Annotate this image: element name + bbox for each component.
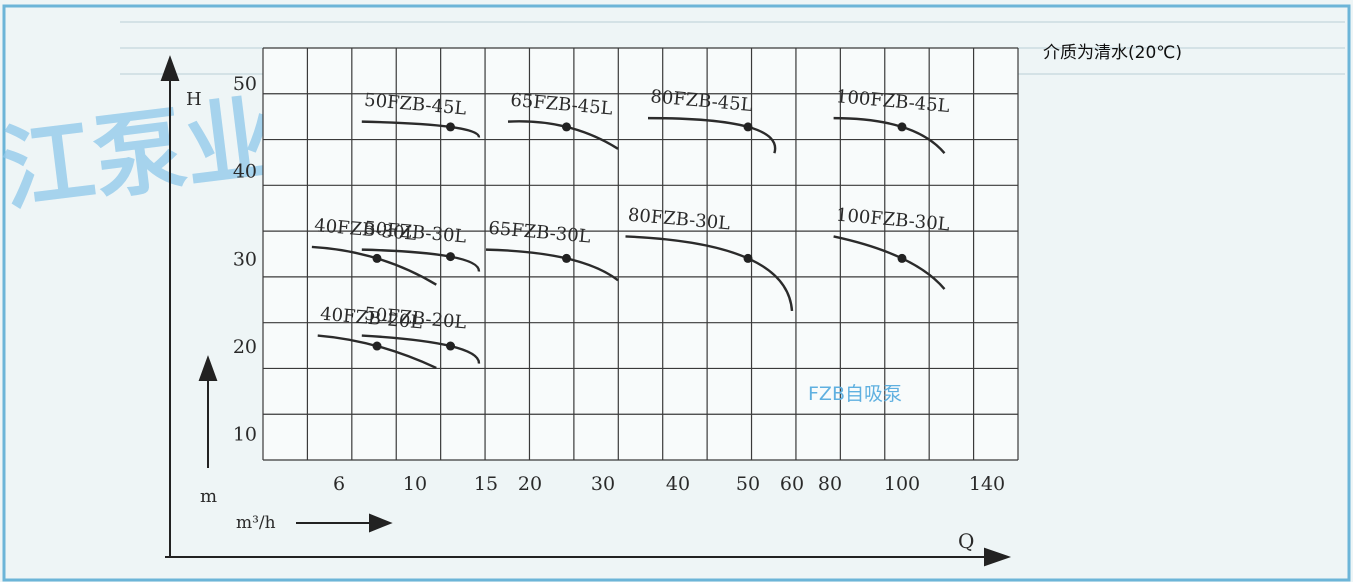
x-tick-label: 40 xyxy=(666,473,690,495)
x-tick-label: 6 xyxy=(333,473,345,495)
rated-point-100FZB-45L xyxy=(897,122,907,132)
y-tick-label: 50 xyxy=(233,73,257,95)
page-frame xyxy=(2,4,1351,582)
x-tick-label: 50 xyxy=(736,473,760,495)
plot-grid xyxy=(262,47,1019,461)
watermark-text: 江泵业 xyxy=(0,84,283,224)
x-tick-label: 20 xyxy=(518,473,542,495)
rated-point-50FZB-45L xyxy=(446,122,455,132)
x-tick-label: 60 xyxy=(780,473,804,495)
rated-point-40FZB-30L xyxy=(372,253,382,263)
plot-axes: 10 20 30 40 50 6 10 15 20 30 40 50 60 80 100 140 xyxy=(233,73,1005,495)
rated-point-65FZB-30L xyxy=(562,253,571,263)
y-tick-label: 10 xyxy=(233,424,257,446)
medium-note: 介质为清水(20℃) xyxy=(1043,43,1182,63)
x-tick-label: 140 xyxy=(969,473,1005,495)
rated-point-50FZB-20L xyxy=(446,341,455,351)
x-tick-label: 100 xyxy=(884,473,920,495)
y-tick-label: 20 xyxy=(233,336,257,358)
rated-point-100FZB-30L xyxy=(897,253,907,263)
x-tick-label: 30 xyxy=(591,473,615,495)
x-axis-label: Q xyxy=(958,529,974,553)
x-axis-unit: m³/h xyxy=(236,513,276,533)
y-tick-label: 40 xyxy=(233,161,257,183)
y-axis-unit: m xyxy=(200,486,217,507)
axis-arrows xyxy=(160,55,1012,567)
rated-point-50FZB-30L xyxy=(446,252,455,262)
y-axis-label: H xyxy=(186,89,202,110)
rated-point-65FZB-45L xyxy=(562,122,571,132)
rated-point-80FZB-30L xyxy=(743,253,753,263)
x-tick-label: 80 xyxy=(818,473,842,495)
rated-point-80FZB-45L xyxy=(743,122,753,132)
y-tick-label: 30 xyxy=(233,248,257,270)
x-tick-label: 10 xyxy=(403,473,427,495)
rated-point-40FZB-20L xyxy=(372,341,382,351)
x-tick-label: 15 xyxy=(474,473,498,495)
chart-title: FZB自吸泵 xyxy=(808,383,902,405)
